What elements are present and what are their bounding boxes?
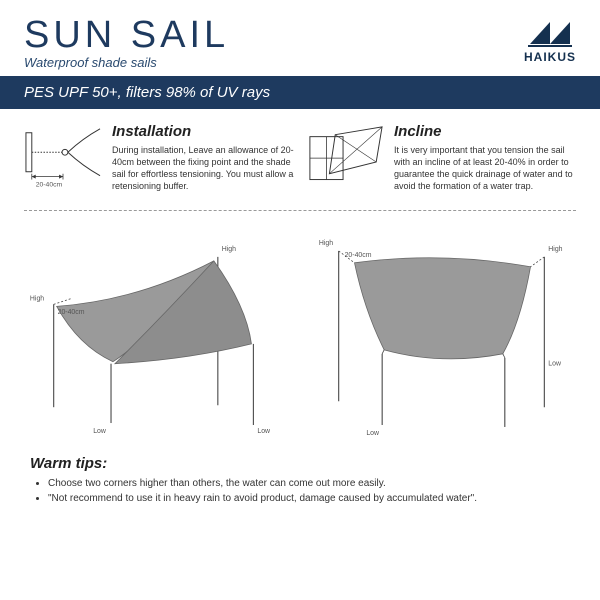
- incline-heading: Incline: [394, 123, 576, 140]
- rectangle-sail-diagram: High 20-40cm High Low Low: [309, 225, 576, 447]
- header: SUN SAIL Waterproof shade sails HAIKUS: [0, 0, 600, 76]
- svg-text:Low: Low: [548, 361, 561, 368]
- svg-text:Low: Low: [93, 428, 106, 435]
- svg-text:High: High: [30, 296, 44, 303]
- svg-text:High: High: [222, 246, 236, 253]
- brand-name: HAIKUS: [524, 50, 576, 64]
- brand-block: HAIKUS: [524, 18, 576, 64]
- triangle-sail-diagram: High 20-40cm High Low Low: [24, 225, 291, 447]
- installation-diagram: 20-40cm: [24, 123, 102, 196]
- product-title: SUN SAIL: [24, 14, 229, 57]
- installation-heading: Installation: [112, 123, 294, 140]
- tips-heading: Warm tips:: [30, 455, 570, 472]
- svg-text:Low: Low: [257, 428, 270, 435]
- instructions-row: 20-40cm Installation During installation…: [0, 109, 600, 206]
- incline-body: It is very important that you tension th…: [394, 144, 576, 193]
- tip-item: Choose two corners higher than others, t…: [48, 478, 570, 489]
- incline-col: Incline It is very important that you te…: [306, 123, 576, 196]
- warm-tips: Warm tips: Choose two corners higher tha…: [0, 449, 600, 504]
- tips-list: Choose two corners higher than others, t…: [30, 478, 570, 504]
- dim-label: 20-40cm: [36, 181, 63, 188]
- svg-text:Low: Low: [366, 430, 379, 437]
- brand-logo-icon: [528, 18, 572, 48]
- svg-text:High: High: [548, 246, 562, 253]
- sail-diagrams-row: High 20-40cm High Low Low High 20-40cm H…: [0, 219, 600, 449]
- incline-diagram: [306, 123, 384, 196]
- svg-text:20-40cm: 20-40cm: [58, 309, 85, 316]
- incline-text: Incline It is very important that you te…: [394, 123, 576, 196]
- installation-col: 20-40cm Installation During installation…: [24, 123, 294, 196]
- svg-text:High: High: [319, 240, 333, 247]
- title-block: SUN SAIL Waterproof shade sails: [24, 14, 229, 70]
- svg-text:20-40cm: 20-40cm: [345, 252, 372, 259]
- installation-text: Installation During installation, Leave …: [112, 123, 294, 196]
- uv-banner: PES UPF 50+, filters 98% of UV rays: [0, 76, 600, 109]
- divider: [24, 210, 576, 211]
- product-subtitle: Waterproof shade sails: [24, 55, 229, 70]
- installation-body: During installation, Leave an allowance …: [112, 144, 294, 193]
- tip-item: "Not recommend to use it in heavy rain t…: [48, 493, 570, 504]
